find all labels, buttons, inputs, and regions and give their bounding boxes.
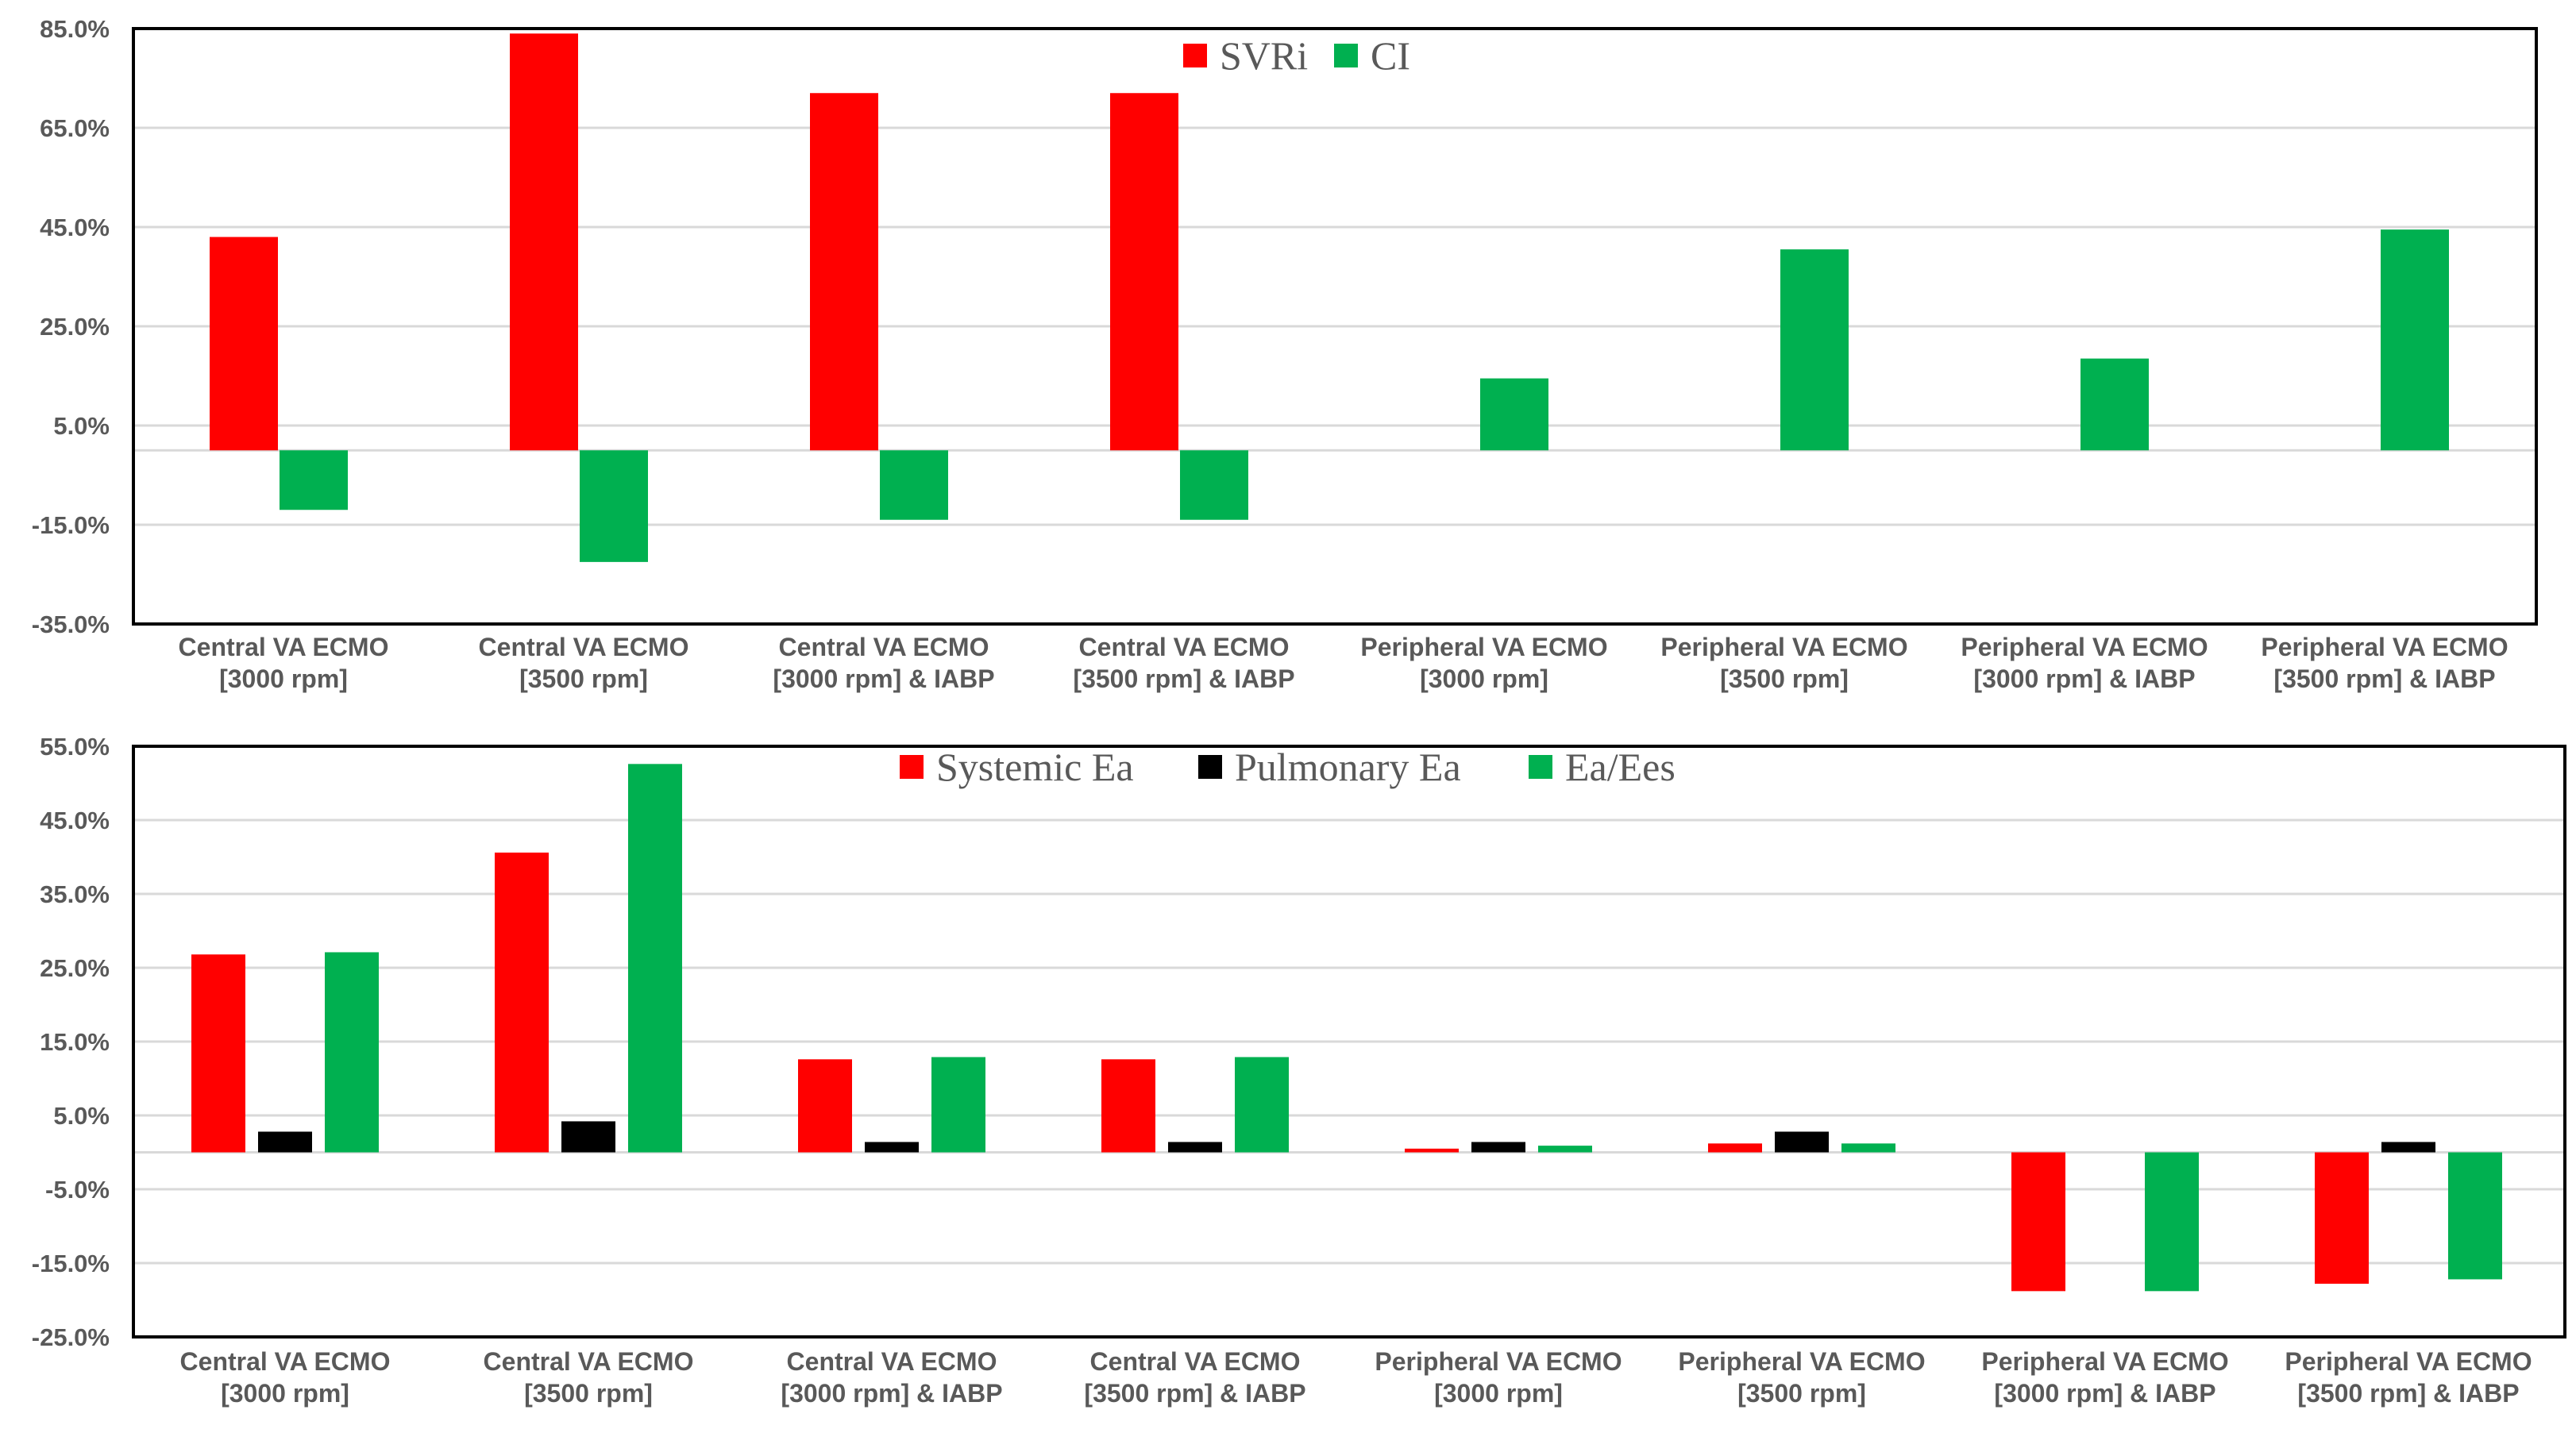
legend-swatch-pulmonary-ea — [1198, 755, 1222, 779]
x-category-label: Peripheral VA ECMO — [2285, 1347, 2532, 1376]
bar-svri-2 — [510, 33, 578, 451]
y-tick-label: 35.0% — [40, 880, 110, 908]
legend-label-ea-ees: Ea/Ees — [1565, 745, 1676, 789]
y-tick-label: -35.0% — [32, 611, 110, 638]
y-tick-label: 25.0% — [40, 313, 110, 341]
bar-systemic-ea-6 — [1708, 1143, 1762, 1153]
y-tick-label: 25.0% — [40, 954, 110, 982]
x-category-label: Central VA ECMO — [1079, 633, 1290, 661]
x-category-label: Peripheral VA ECMO — [2261, 633, 2508, 661]
y-tick-label: -15.0% — [32, 1250, 110, 1277]
x-category-label: [3500 rpm] — [519, 664, 648, 693]
y-tick-label: 5.0% — [53, 1102, 110, 1130]
x-category-label: [3000 rpm] — [219, 664, 348, 693]
x-category-label: Peripheral VA ECMO — [1961, 633, 2208, 661]
x-category-label: Peripheral VA ECMO — [1660, 633, 1907, 661]
legend-label-svri: SVRi — [1220, 33, 1308, 78]
x-category-label: Central VA ECMO — [787, 1347, 997, 1376]
bar-ci-3 — [880, 450, 948, 520]
x-category-label: Central VA ECMO — [779, 633, 989, 661]
chart-svri-ci: -35.0% -15.0% 5.0% 25.0% 45.0% 65.0% 85.0% Cent… — [32, 15, 2538, 693]
x-category-label: [3500 rpm] & IABP — [1073, 664, 1294, 693]
legend-label-ci: CI — [1371, 33, 1410, 78]
bar-pulmonary-ea-4 — [1168, 1142, 1222, 1153]
bar-svri-1 — [210, 237, 278, 451]
bar-ea-ees-8 — [2448, 1152, 2502, 1280]
y-tick-label: 55.0% — [40, 733, 110, 761]
x-category-label: Peripheral VA ECMO — [1678, 1347, 1925, 1376]
bar-svri-4 — [1110, 93, 1178, 451]
bar-pulmonary-ea-1 — [258, 1131, 312, 1153]
x-category-label: Peripheral VA ECMO — [1375, 1347, 1622, 1376]
x-category-label: [3000 rpm] — [1420, 664, 1548, 693]
bar-svri-3 — [810, 93, 878, 451]
x-category-label: [3000 rpm] & IABP — [1973, 664, 2195, 693]
bar-ea-ees-6 — [1841, 1143, 1895, 1153]
bar-systemic-ea-5 — [1405, 1148, 1459, 1153]
bar-ci-1 — [280, 450, 348, 510]
bar-ea-ees-1 — [325, 952, 379, 1153]
plot-frame — [132, 27, 2538, 626]
bar-ea-ees-7 — [2145, 1152, 2199, 1292]
x-category-label: Peripheral VA ECMO — [1360, 633, 1607, 661]
legend-swatch-svri — [1183, 44, 1207, 67]
y-tick-label: 85.0% — [40, 15, 110, 43]
x-category-label: [3000 rpm] & IABP — [773, 664, 994, 693]
bar-systemic-ea-1 — [191, 954, 245, 1153]
bar-pulmonary-ea-8 — [2381, 1142, 2435, 1153]
x-category-label: [3000 rpm] & IABP — [1994, 1379, 2215, 1408]
x-category-label: Peripheral VA ECMO — [1981, 1347, 2228, 1376]
x-category-label: Central VA ECMO — [1090, 1347, 1301, 1376]
x-category-label: Central VA ECMO — [179, 633, 389, 661]
y-tick-label: -15.0% — [32, 511, 110, 539]
bar-ci-8 — [2381, 229, 2449, 451]
y-tick-label: 15.0% — [40, 1028, 110, 1056]
bar-ci-5 — [1480, 378, 1548, 451]
bar-ea-ees-3 — [931, 1057, 985, 1153]
bar-systemic-ea-2 — [495, 852, 549, 1153]
legend-label-pulmonary-ea: Pulmonary Ea — [1235, 745, 1461, 789]
x-category-label: Central VA ECMO — [479, 633, 689, 661]
legend-swatch-ea-ees — [1529, 755, 1552, 779]
x-category-label: [3000 rpm] & IABP — [781, 1379, 1002, 1408]
legend-swatch-systemic-ea — [900, 755, 924, 779]
bar-systemic-ea-7 — [2011, 1152, 2065, 1292]
bar-ci-2 — [580, 450, 648, 562]
x-category-label: Central VA ECMO — [484, 1347, 694, 1376]
bar-ci-7 — [2080, 358, 2149, 451]
x-category-label: [3500 rpm] — [1720, 664, 1849, 693]
bar-ea-ees-5 — [1538, 1146, 1592, 1153]
legend-swatch-ci — [1334, 44, 1358, 67]
x-category-label: [3500 rpm] — [524, 1379, 653, 1408]
bar-pulmonary-ea-6 — [1775, 1131, 1829, 1153]
x-category-label: [3500 rpm] & IABP — [2273, 664, 2495, 693]
y-tick-label: 45.0% — [40, 807, 110, 834]
y-tick-label: 65.0% — [40, 114, 110, 142]
bar-systemic-ea-8 — [2315, 1152, 2369, 1285]
bar-systemic-ea-3 — [798, 1059, 852, 1153]
chart-ea-ees: -25.0% -15.0% -5.0% 5.0% 15.0% 25.0% 35.0% 45.0… — [32, 733, 2566, 1408]
bar-pulmonary-ea-5 — [1471, 1142, 1525, 1153]
x-category-label: [3000 rpm] — [221, 1379, 349, 1408]
y-tick-label: 45.0% — [40, 214, 110, 241]
y-tick-label: -25.0% — [32, 1323, 110, 1351]
x-category-label: Central VA ECMO — [180, 1347, 391, 1376]
x-category-label: [3000 rpm] — [1434, 1379, 1563, 1408]
x-category-label: [3500 rpm] & IABP — [1084, 1379, 1305, 1408]
bar-ea-ees-4 — [1235, 1057, 1289, 1153]
bar-pulmonary-ea-3 — [865, 1142, 919, 1153]
bar-ci-4 — [1180, 450, 1248, 520]
y-tick-label: 5.0% — [53, 412, 110, 440]
legend-label-systemic-ea: Systemic Ea — [936, 745, 1134, 789]
x-category-label: [3500 rpm] & IABP — [2297, 1379, 2519, 1408]
bar-systemic-ea-4 — [1101, 1059, 1155, 1153]
x-category-label: [3500 rpm] — [1737, 1379, 1866, 1408]
plot-frame — [132, 745, 2566, 1338]
bar-pulmonary-ea-2 — [561, 1121, 615, 1153]
bar-ci-6 — [1780, 249, 1849, 451]
bar-ea-ees-2 — [628, 764, 682, 1153]
y-tick-label: -5.0% — [45, 1176, 110, 1204]
